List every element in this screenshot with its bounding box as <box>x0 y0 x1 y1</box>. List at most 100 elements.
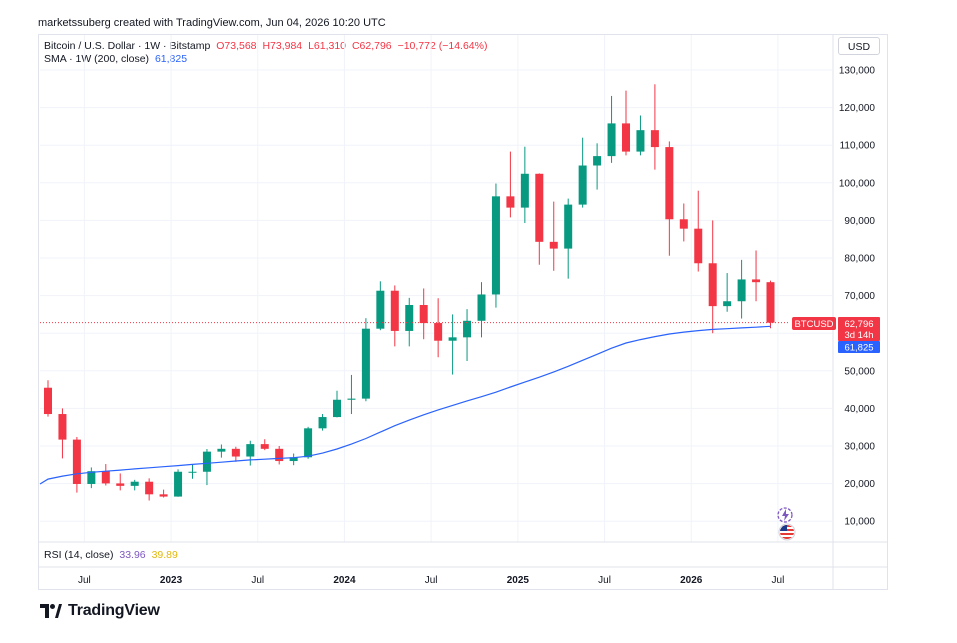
symbol-legend[interactable]: Bitcoin / U.S. Dollar · 1W · Bitstamp O7… <box>44 40 490 52</box>
y-tick-label: 20,000 <box>844 479 875 490</box>
candle[interactable] <box>304 426 313 459</box>
symbol-price-tag[interactable]: BTCUSD <box>792 317 836 330</box>
candle[interactable] <box>491 183 500 308</box>
candle[interactable] <box>708 220 717 334</box>
candle[interactable] <box>419 288 428 340</box>
x-tick-label: Jul <box>772 575 785 586</box>
candle[interactable] <box>650 84 659 170</box>
candle[interactable] <box>260 439 269 451</box>
candle[interactable] <box>564 198 573 279</box>
candle[interactable] <box>679 203 688 242</box>
candle[interactable] <box>463 309 472 362</box>
us-flag-event-icon[interactable] <box>778 523 796 541</box>
tradingview-logo[interactable]: TradingView <box>40 602 160 620</box>
candle[interactable] <box>752 250 761 302</box>
candle[interactable] <box>289 453 298 466</box>
last-price-tag: 62,796 3d 14h <box>838 317 880 341</box>
rsi-legend[interactable]: RSI (14, close) 33.96 39.89 <box>44 549 181 561</box>
x-tick-label: Jul <box>251 575 264 586</box>
candle[interactable] <box>44 380 52 417</box>
candle[interactable] <box>737 259 746 319</box>
candle-body <box>708 263 717 307</box>
candle-body <box>217 448 226 452</box>
tag-sma: 61,825 <box>844 343 873 354</box>
candle-body <box>650 130 659 148</box>
candle[interactable] <box>145 478 154 501</box>
candle[interactable] <box>376 281 385 331</box>
candle[interactable] <box>723 273 732 312</box>
candle[interactable] <box>130 479 139 491</box>
candle[interactable] <box>578 137 587 208</box>
candle[interactable] <box>275 446 284 465</box>
candle-body <box>405 305 414 331</box>
candle[interactable] <box>318 414 327 431</box>
candle-body <box>520 173 529 208</box>
candle[interactable] <box>333 390 341 418</box>
legend-high: H73,984 <box>262 40 303 52</box>
candle-body <box>477 294 486 321</box>
candle[interactable] <box>361 318 370 402</box>
candle-body <box>752 279 761 283</box>
candle-body <box>347 398 356 400</box>
x-tick-label: 2024 <box>333 575 356 586</box>
candle[interactable] <box>593 143 602 190</box>
candle[interactable] <box>101 464 110 486</box>
candle[interactable] <box>448 314 457 375</box>
x-tick-label: Jul <box>425 575 438 586</box>
candle-body <box>58 414 67 440</box>
lightning-event-icon[interactable] <box>777 507 793 523</box>
candle-body <box>116 483 125 486</box>
y-axis: 130,000 120,000 110,000 100,000 90,000 80,000… <box>839 66 876 528</box>
candle[interactable] <box>477 282 486 338</box>
candle[interactable] <box>694 190 703 272</box>
rsi-label: RSI (14, close) <box>44 549 114 561</box>
candle[interactable] <box>347 374 356 415</box>
candle[interactable] <box>58 408 67 459</box>
candle[interactable] <box>506 151 515 218</box>
y-tick-label: 90,000 <box>844 216 875 227</box>
candle[interactable] <box>549 201 558 271</box>
candle-body <box>87 471 96 484</box>
candle[interactable] <box>87 467 96 489</box>
candle[interactable] <box>766 280 775 329</box>
candle[interactable] <box>217 444 226 458</box>
candle[interactable] <box>72 436 81 493</box>
currency-button[interactable]: USD <box>838 37 880 55</box>
candle[interactable] <box>405 297 414 347</box>
chart-frame <box>38 34 888 590</box>
candle-body <box>376 290 385 329</box>
candle[interactable] <box>174 469 183 497</box>
candle[interactable] <box>535 173 544 265</box>
candle[interactable] <box>520 146 529 224</box>
candle[interactable] <box>607 95 616 163</box>
candle-body <box>694 228 703 264</box>
y-tick-label: 80,000 <box>844 254 875 265</box>
candle-body <box>564 204 573 249</box>
sma-price-tag: 61,825 <box>838 341 880 354</box>
candle[interactable] <box>202 449 211 486</box>
candle[interactable] <box>390 285 399 347</box>
candle-body <box>44 387 52 415</box>
candle[interactable] <box>159 489 168 498</box>
candle[interactable] <box>116 473 125 491</box>
candle[interactable] <box>622 90 630 156</box>
candle-body <box>361 328 370 399</box>
candle-body <box>333 399 341 418</box>
candle-body <box>578 165 587 205</box>
candle[interactable] <box>665 141 674 256</box>
rsi-value: 33.96 <box>119 549 146 561</box>
tag-symbol: BTCUSD <box>794 319 833 330</box>
candle-body <box>679 219 688 229</box>
candle[interactable] <box>636 115 645 156</box>
candle-body <box>491 196 500 295</box>
candle-body <box>174 471 183 497</box>
candle[interactable] <box>188 464 197 479</box>
candle-body <box>419 305 428 324</box>
legend-low: L61,310 <box>308 40 347 52</box>
brand-name: TradingView <box>68 602 160 619</box>
candle[interactable] <box>434 298 443 358</box>
candle[interactable] <box>231 446 240 462</box>
x-tick-label: Jul <box>78 575 91 586</box>
candle[interactable] <box>246 440 255 466</box>
